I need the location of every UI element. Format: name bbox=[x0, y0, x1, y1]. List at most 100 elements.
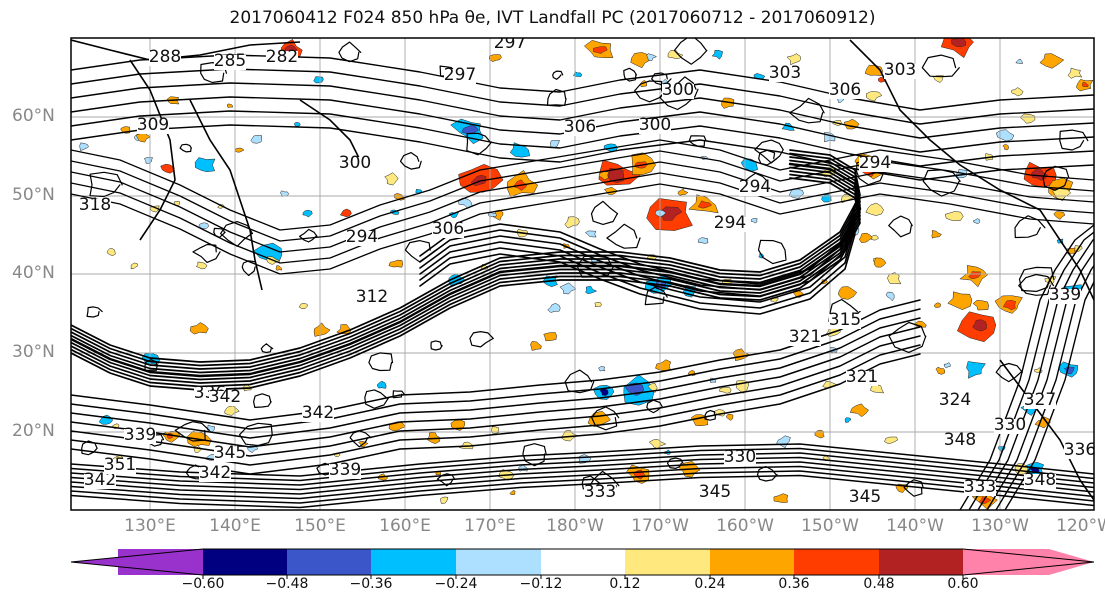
contour-label: 336 bbox=[1064, 440, 1094, 460]
pc-shaded-area bbox=[313, 322, 331, 337]
pc-shaded-area bbox=[1052, 186, 1072, 201]
pc-shaded-area bbox=[79, 142, 89, 152]
contour-label: 288 bbox=[149, 47, 181, 67]
theta-e-contour bbox=[71, 183, 1094, 275]
contour-label-text: 330 bbox=[724, 447, 756, 467]
pc-shaded-area bbox=[844, 417, 852, 423]
pc-shaded-area bbox=[598, 366, 606, 372]
contour-label-bg bbox=[209, 391, 241, 406]
pc-shaded-area bbox=[719, 387, 732, 394]
contour-label-bg bbox=[432, 223, 464, 238]
theta-e-contour bbox=[419, 227, 856, 309]
contour-label-bg bbox=[714, 217, 746, 232]
contour-label: 315 bbox=[829, 310, 861, 330]
latitude-label: 30°N bbox=[12, 342, 55, 362]
theta-e-contour bbox=[466, 132, 493, 156]
theta-e-contour bbox=[522, 443, 547, 467]
theta-e-contour bbox=[419, 233, 856, 315]
contour-label-bg bbox=[639, 119, 671, 134]
colorbar-tick-label: −0.48 bbox=[265, 576, 309, 592]
pc-shaded-core bbox=[968, 271, 981, 280]
pc-shaded-area bbox=[160, 163, 175, 174]
contour-label-bg bbox=[84, 474, 116, 489]
pc-shaded-area bbox=[194, 157, 216, 173]
contour-label: 297 bbox=[444, 65, 476, 85]
contour-label-text: 306 bbox=[564, 117, 596, 137]
pc-shaded-area bbox=[869, 384, 885, 394]
contour-label: 324 bbox=[939, 390, 971, 410]
pc-shaded-area bbox=[106, 248, 116, 256]
pc-shaded-area bbox=[865, 91, 883, 102]
latitude-label: 40°N bbox=[12, 263, 55, 283]
contour-label-text: 282 bbox=[266, 47, 298, 67]
theta-e-contour bbox=[436, 473, 456, 487]
theta-e-contour bbox=[564, 369, 595, 394]
pc-shaded-area bbox=[885, 291, 895, 302]
pc-shaded-area bbox=[543, 332, 557, 342]
contour-label-text: 345 bbox=[214, 443, 246, 463]
pc-shaded-area bbox=[697, 237, 709, 244]
contour-label-text: 321 bbox=[846, 367, 878, 387]
theta-e-contour bbox=[144, 359, 158, 371]
pc-shaded-area bbox=[440, 496, 449, 504]
theta-e-contour bbox=[392, 390, 405, 399]
pc-shaded-area bbox=[559, 282, 577, 295]
pc-shaded-area bbox=[859, 232, 873, 243]
pc-shaded-area bbox=[711, 50, 723, 60]
contour-label-bg bbox=[124, 429, 156, 444]
pc-shaded-area bbox=[143, 157, 153, 164]
contour-label-text: 342 bbox=[199, 463, 231, 483]
contour-label-text: 303 bbox=[769, 63, 801, 83]
colorbar-segment bbox=[541, 549, 625, 575]
contour-label-bg bbox=[564, 121, 596, 136]
contour-label-text: 339 bbox=[124, 425, 156, 445]
theta-e-contour bbox=[71, 353, 921, 475]
pc-shaded-area bbox=[630, 52, 651, 69]
contour-label: 342 bbox=[199, 463, 231, 483]
pc-shaded-area bbox=[298, 303, 309, 309]
contour-label-bg bbox=[1024, 394, 1056, 409]
contour-label: 333 bbox=[584, 482, 616, 502]
latitude-label: 60°N bbox=[12, 106, 55, 126]
contour-label: 300 bbox=[339, 153, 371, 173]
contour-label-bg bbox=[137, 119, 169, 134]
pc-shaded-area bbox=[384, 172, 399, 186]
theta-e-contour bbox=[71, 456, 1094, 491]
theta-e-contour bbox=[89, 171, 123, 198]
pc-shaded-area bbox=[250, 135, 263, 144]
contour-label: 294 bbox=[739, 177, 771, 197]
contour-label: 294 bbox=[859, 153, 891, 173]
theta-e-contour bbox=[959, 224, 1094, 510]
contour-label-bg bbox=[884, 64, 916, 79]
contour-label-bg bbox=[769, 67, 801, 82]
contour-label-bg bbox=[584, 486, 616, 501]
theta-e-contour bbox=[1014, 215, 1046, 239]
theta-e-contour bbox=[349, 430, 372, 448]
theta-e-contour bbox=[888, 321, 927, 353]
theta-e-contour bbox=[634, 80, 668, 103]
colorbar bbox=[70, 548, 1095, 579]
theta-e-contour bbox=[903, 479, 924, 497]
contour-label-text: 297 bbox=[444, 65, 476, 85]
theta-e-contour bbox=[419, 221, 856, 303]
contour-label-text: 342 bbox=[302, 403, 334, 423]
theta-e-contour bbox=[71, 54, 1094, 111]
contour-label-bg bbox=[356, 291, 388, 306]
theta-e-contour bbox=[546, 88, 567, 106]
theta-e-contour bbox=[995, 264, 1094, 510]
theta-e-contour bbox=[1018, 266, 1055, 292]
contour-label-text: 345 bbox=[849, 487, 881, 507]
contour-label-bg bbox=[829, 314, 861, 329]
contour-label: 318 bbox=[79, 195, 111, 215]
pc-shaded-area bbox=[944, 211, 964, 221]
contour-label-bg bbox=[104, 459, 136, 474]
contour-label-bg bbox=[346, 231, 378, 246]
theta-e-contour bbox=[253, 393, 272, 408]
theta-e-contour bbox=[71, 317, 921, 439]
pc-shaded-area bbox=[226, 103, 234, 108]
pc-shaded-area bbox=[773, 493, 788, 503]
pc-shaded-area bbox=[667, 50, 684, 59]
contour-label-bg bbox=[1049, 289, 1081, 304]
pc-shaded-area bbox=[935, 366, 946, 375]
